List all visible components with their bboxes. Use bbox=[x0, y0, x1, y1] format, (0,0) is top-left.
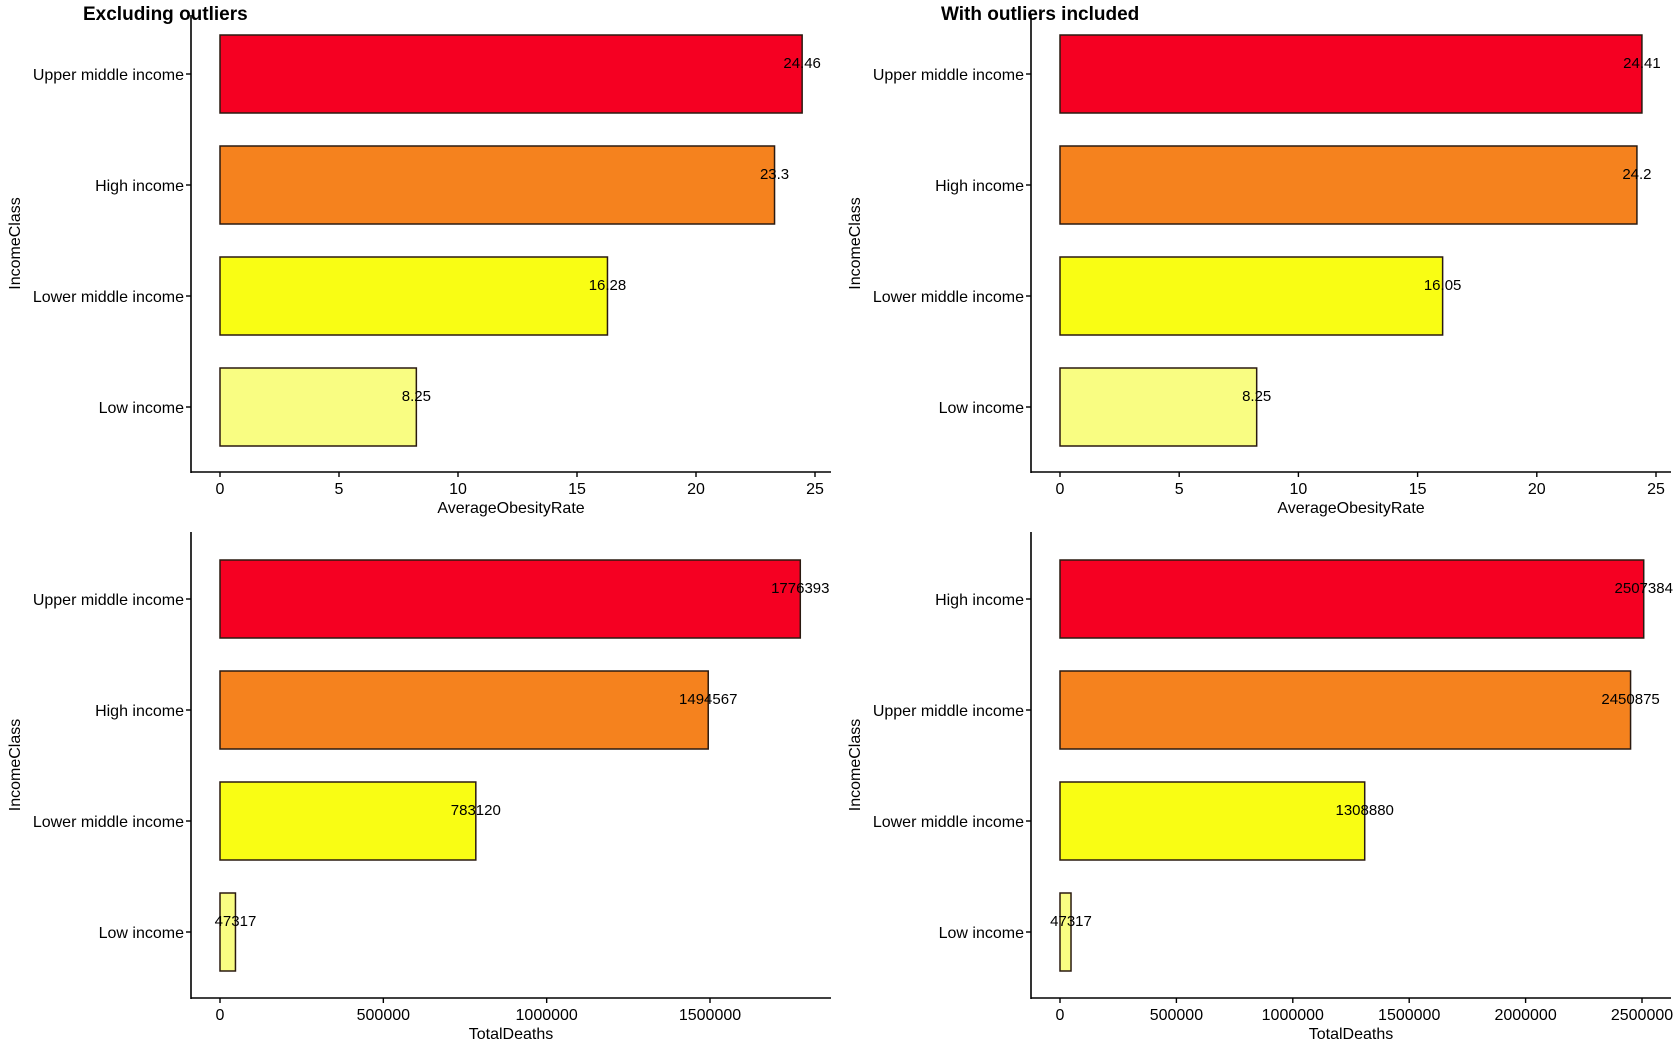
x-tick-label: 500000 bbox=[357, 1007, 410, 1024]
bar bbox=[1059, 781, 1366, 861]
x-tick-label: 0 bbox=[1056, 1007, 1065, 1024]
data-label: 24.41 bbox=[1623, 55, 1661, 72]
y-tick-label: Lower middle income bbox=[33, 814, 184, 831]
y-tick-label: Lower middle income bbox=[873, 814, 1024, 831]
chart-title: Excluding outliers bbox=[83, 4, 248, 25]
y-tick-label: Upper middle income bbox=[33, 592, 184, 609]
x-tick-label: 0 bbox=[216, 481, 225, 498]
bar bbox=[219, 256, 609, 336]
data-label: 23.3 bbox=[760, 166, 789, 183]
x-axis-label: AverageObesityRate bbox=[437, 500, 584, 517]
bar bbox=[219, 34, 803, 114]
bar bbox=[1059, 145, 1638, 225]
x-tick-label: 20 bbox=[687, 481, 705, 498]
y-tick-label: Low income bbox=[99, 925, 184, 942]
y-axis-label: IncomeClass bbox=[7, 197, 24, 289]
x-tick-label: 25 bbox=[806, 481, 824, 498]
bar bbox=[1059, 892, 1072, 972]
data-label: 1776393 bbox=[771, 580, 829, 597]
y-tick-label: Upper middle income bbox=[873, 703, 1024, 720]
data-label: 16.28 bbox=[589, 277, 627, 294]
panel-deaths-excluding-outliers: Upper middle income 1776393 High income 149… bbox=[7, 532, 831, 1043]
y-tick-label: Low income bbox=[99, 400, 184, 417]
x-tick-label: 20 bbox=[1528, 481, 1546, 498]
y-tick-label: Low income bbox=[939, 925, 1024, 942]
x-tick-label: 1500000 bbox=[1378, 1007, 1440, 1024]
x-tick-label: 1000000 bbox=[516, 1007, 578, 1024]
bar bbox=[219, 559, 802, 639]
data-label: 2450875 bbox=[1601, 691, 1659, 708]
x-tick-label: 15 bbox=[568, 481, 586, 498]
y-tick-label: High income bbox=[95, 703, 184, 720]
y-tick-label: Low income bbox=[939, 400, 1024, 417]
x-tick-label: 0 bbox=[216, 1007, 225, 1024]
y-tick-label: Upper middle income bbox=[33, 67, 184, 84]
x-tick-label: 15 bbox=[1409, 481, 1427, 498]
data-label: 24.46 bbox=[783, 55, 821, 72]
data-label: 1308880 bbox=[1336, 802, 1394, 819]
y-axis-label: IncomeClass bbox=[847, 719, 864, 811]
bar bbox=[1059, 256, 1444, 336]
x-tick-label: 10 bbox=[449, 481, 467, 498]
y-axis-label: IncomeClass bbox=[847, 197, 864, 289]
data-label: 47317 bbox=[1050, 913, 1092, 930]
y-tick-label: Upper middle income bbox=[873, 67, 1024, 84]
x-tick-label: 1000000 bbox=[1262, 1007, 1324, 1024]
panel-deaths-with-outliers: High income 2507384 Upper middle income 245… bbox=[847, 532, 1673, 1043]
x-tick-label: 2000000 bbox=[1494, 1007, 1556, 1024]
x-axis-label: TotalDeaths bbox=[469, 1026, 554, 1043]
x-tick-label: 0 bbox=[1056, 481, 1065, 498]
data-label: 8.25 bbox=[1242, 388, 1271, 405]
y-tick-label: Lower middle income bbox=[873, 289, 1024, 306]
panel-obesity-with-outliers: With outliers included Upper middle incom… bbox=[847, 4, 1671, 517]
bar bbox=[219, 367, 418, 447]
data-label: 24.2 bbox=[1622, 166, 1651, 183]
x-tick-label: 25 bbox=[1647, 481, 1665, 498]
bar bbox=[1059, 34, 1643, 114]
x-tick-label: 10 bbox=[1290, 481, 1308, 498]
bar bbox=[219, 670, 709, 750]
data-label: 47317 bbox=[215, 913, 257, 930]
bar bbox=[1059, 670, 1632, 750]
panel-obesity-excluding-outliers: Excluding outliers Upper middle income 24.… bbox=[7, 4, 831, 517]
bar bbox=[219, 145, 776, 225]
x-axis-label: TotalDeaths bbox=[1309, 1026, 1394, 1043]
chart-title: With outliers included bbox=[941, 4, 1139, 25]
y-tick-label: High income bbox=[935, 178, 1024, 195]
data-label: 783120 bbox=[451, 802, 501, 819]
bar bbox=[1059, 367, 1258, 447]
data-label: 2507384 bbox=[1615, 580, 1673, 597]
data-label: 1494567 bbox=[679, 691, 737, 708]
x-tick-label: 5 bbox=[335, 481, 344, 498]
x-axis-label: AverageObesityRate bbox=[1277, 500, 1424, 517]
data-label: 16.05 bbox=[1424, 277, 1462, 294]
x-tick-label: 5 bbox=[1175, 481, 1184, 498]
bar bbox=[219, 892, 237, 972]
y-axis-label: IncomeClass bbox=[7, 719, 24, 811]
data-label: 8.25 bbox=[402, 388, 431, 405]
y-tick-label: High income bbox=[935, 592, 1024, 609]
x-tick-label: 500000 bbox=[1150, 1007, 1203, 1024]
x-tick-label: 1500000 bbox=[679, 1007, 741, 1024]
x-tick-label: 2500000 bbox=[1611, 1007, 1673, 1024]
y-tick-label: Lower middle income bbox=[33, 289, 184, 306]
y-tick-label: High income bbox=[95, 178, 184, 195]
bar bbox=[1059, 559, 1645, 639]
bar bbox=[219, 781, 477, 861]
